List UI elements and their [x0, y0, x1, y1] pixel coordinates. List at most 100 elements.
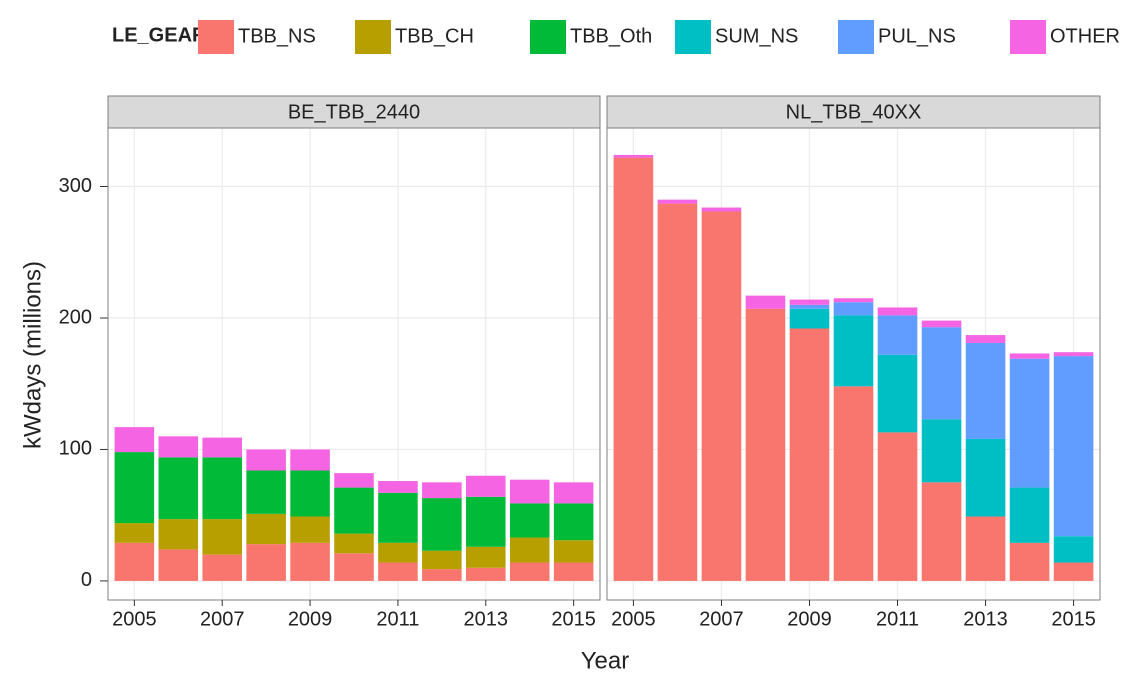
bar-segment	[1009, 353, 1050, 359]
bar-segment	[509, 479, 550, 504]
bar-segment	[877, 315, 918, 355]
legend-key	[838, 20, 874, 54]
panel-border	[107, 127, 601, 601]
x-tick-label: 2015	[1051, 608, 1096, 630]
bar-segment	[290, 542, 330, 581]
bar-segment	[553, 540, 594, 563]
bar-segment	[833, 386, 874, 581]
bar-segment	[202, 457, 242, 520]
bar-segment	[114, 452, 155, 524]
bar-segment	[422, 550, 462, 570]
bar-segment	[334, 487, 374, 534]
bar-segment	[789, 328, 830, 581]
bar-segment	[334, 473, 374, 488]
bar-segment	[466, 546, 506, 568]
x-tick-label: 2011	[376, 608, 419, 630]
bar-segment	[921, 320, 962, 328]
legend-label: SUM_NS	[715, 25, 798, 47]
bar-segment	[334, 533, 374, 554]
bar-segment	[833, 315, 874, 387]
bar-segment	[833, 298, 874, 303]
y-tick-label: 200	[59, 306, 92, 328]
bar-segment	[378, 492, 418, 543]
x-tick-label: 2015	[551, 608, 596, 630]
y-tick-label: 100	[59, 438, 92, 460]
x-tick-label: 2005	[611, 608, 656, 630]
bar-segment	[158, 436, 199, 458]
x-tick-label: 2013	[963, 608, 1008, 630]
bar-segment	[422, 482, 462, 499]
bar-segment	[965, 438, 1006, 517]
panel-border	[606, 127, 1101, 601]
bar-segment	[334, 553, 374, 581]
bar-segment	[921, 482, 962, 581]
bar-segment	[114, 523, 155, 543]
bar-segment	[422, 498, 462, 551]
bar-segment	[246, 513, 286, 545]
bar-segment	[1009, 542, 1050, 581]
bar-segment	[509, 537, 550, 563]
bar-segment	[701, 207, 742, 212]
bar-segment	[877, 307, 918, 316]
bar-segment	[613, 157, 654, 581]
bar-segment	[613, 154, 654, 158]
bar-segment	[877, 432, 918, 581]
legend-label: TBB_NS	[238, 25, 316, 47]
legend-key	[355, 20, 391, 54]
legend-key	[198, 20, 234, 54]
bar-segment	[290, 449, 330, 471]
strip	[107, 95, 601, 129]
facet-label: BE_TBB_2440	[288, 101, 420, 123]
bar-segment	[114, 542, 155, 581]
bar-segment	[965, 516, 1006, 581]
bar-segment	[246, 470, 286, 514]
bar-segment	[202, 554, 242, 581]
bar-segment	[466, 475, 506, 497]
y-axis-label: kWdays (millions)	[19, 261, 46, 449]
strip	[606, 95, 1101, 129]
bar-segment	[833, 302, 874, 316]
bar-segment	[701, 211, 742, 581]
bar-segment	[246, 449, 286, 471]
bar-segment	[466, 496, 506, 547]
bar-segment	[877, 354, 918, 433]
legend-label: TBB_Oth	[570, 25, 652, 47]
bar-segment	[965, 342, 1006, 439]
legend-key	[530, 20, 566, 54]
x-tick-label: 2007	[699, 608, 744, 630]
bar-segment	[1053, 356, 1094, 537]
bar-segment	[1009, 487, 1050, 543]
x-tick-label: 2013	[464, 608, 509, 630]
bar-segment	[1053, 536, 1094, 563]
bar-segment	[378, 481, 418, 493]
y-tick-label: 0	[81, 569, 92, 591]
bar-segment	[158, 549, 199, 581]
facet-label: NL_TBB_40XX	[786, 101, 922, 123]
bar-segment	[422, 569, 462, 581]
bar-segment	[1053, 352, 1094, 357]
legend-key	[1010, 20, 1046, 54]
x-tick-label: 2007	[200, 608, 245, 630]
bar-segment	[509, 562, 550, 581]
bar-segment	[657, 199, 698, 204]
bar-segment	[202, 437, 242, 458]
legend-label: PUL_NS	[878, 25, 956, 47]
bar-segment	[114, 427, 155, 453]
bar-segment	[466, 567, 506, 581]
x-tick-label: 2009	[787, 608, 832, 630]
bar-segment	[290, 470, 330, 517]
bar-segment	[657, 203, 698, 581]
bar-segment	[921, 419, 962, 483]
legend-label: TBB_CH	[395, 25, 474, 47]
x-tick-label: 2005	[112, 608, 157, 630]
x-axis-label: Year	[581, 647, 630, 674]
bar-segment	[745, 308, 786, 581]
bar-segment	[1009, 358, 1050, 488]
bar-segment	[745, 295, 786, 309]
bar-segment	[553, 482, 594, 504]
bar-segment	[290, 516, 330, 543]
bar-segment	[789, 299, 830, 305]
x-tick-label: 2009	[288, 608, 333, 630]
bar-segment	[158, 519, 199, 550]
